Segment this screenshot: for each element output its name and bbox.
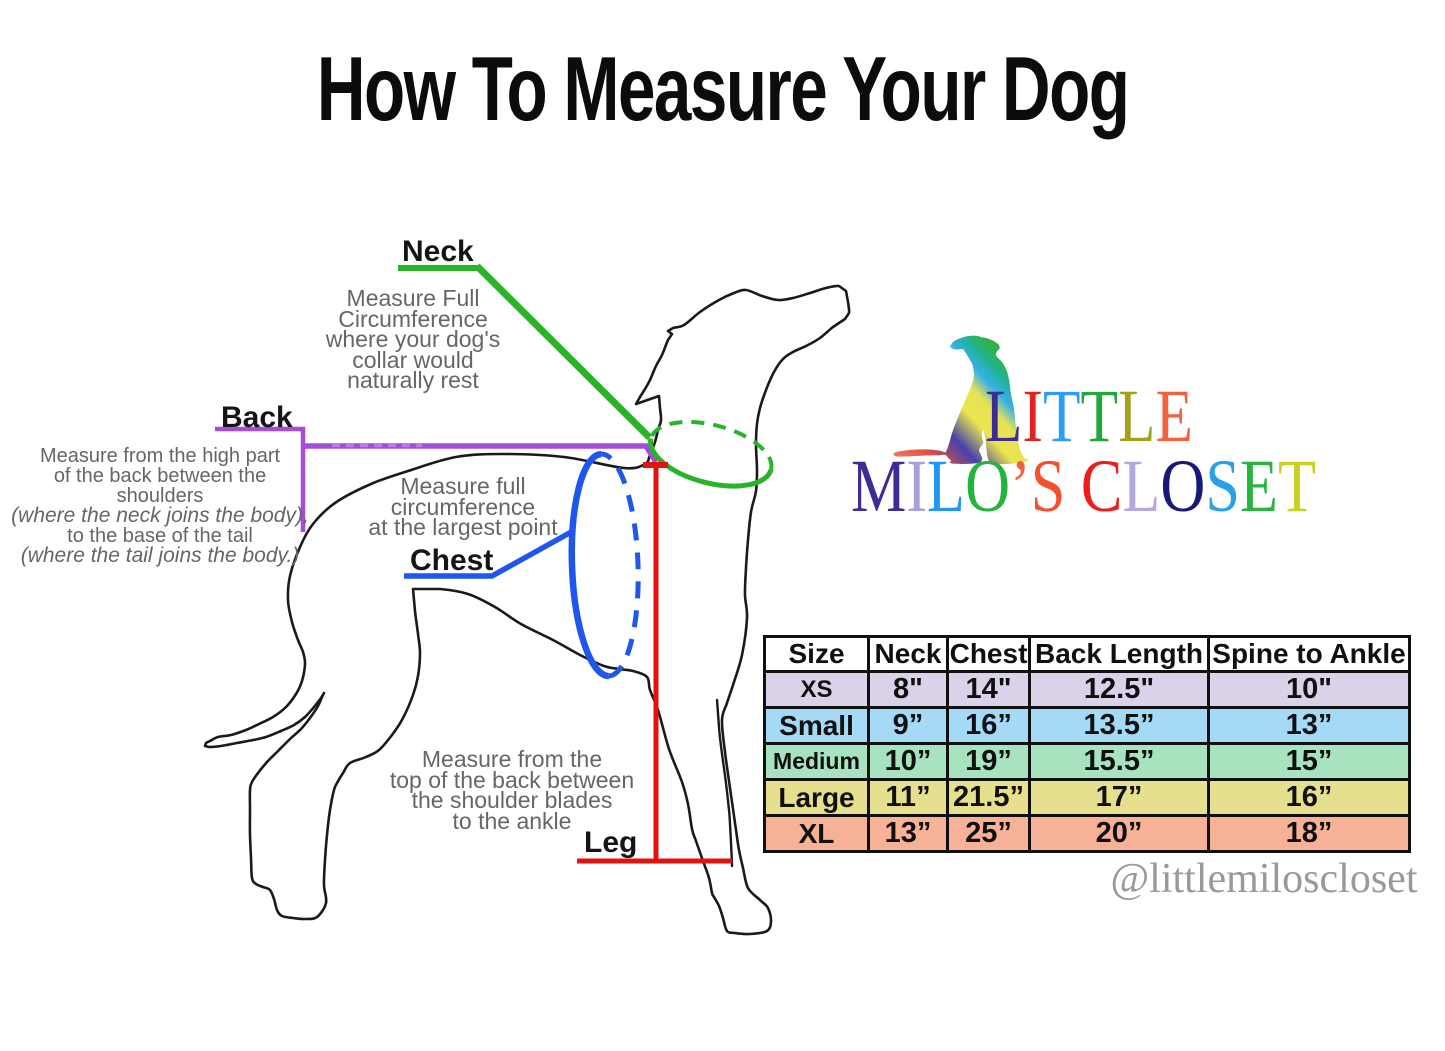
svg-text:MILO’S CLOSET: MILO’S CLOSET [851,445,1316,528]
svg-text:LITTLE: LITTLE [985,375,1193,458]
